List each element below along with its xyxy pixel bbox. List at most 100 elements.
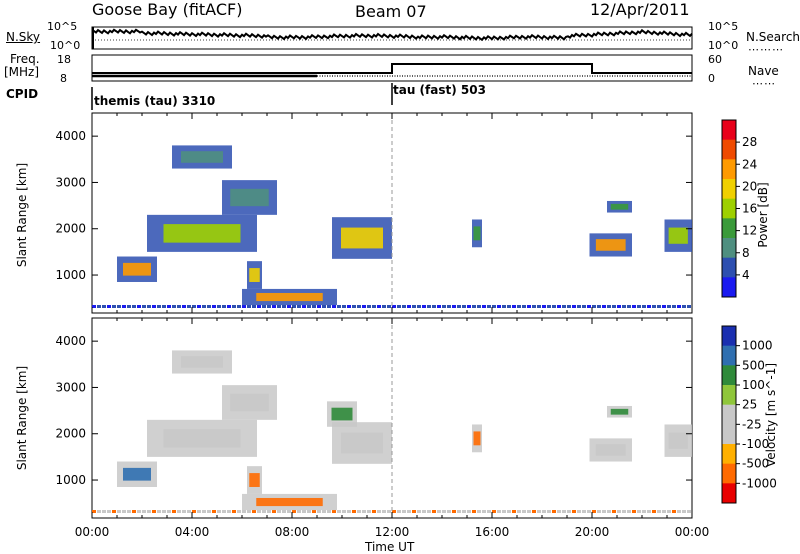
ground-scatter-cell [587,305,591,308]
ground-scatter-cell [317,305,321,308]
ground-scatter-cell [582,305,586,308]
ground-scatter-cell [627,510,631,513]
ground-scatter-cell [397,305,401,308]
ground-scatter-cell [437,510,441,513]
colorbar-cell [722,444,736,465]
ground-scatter-cell [362,305,366,308]
colorbar-cell [722,483,736,504]
nave-tick-bottom: 0 [708,72,715,85]
ground-scatter-cell [337,305,341,308]
scatter-core [331,407,353,421]
ground-scatter-cell [647,510,651,513]
noise-right-label: N.Search [746,30,800,44]
colorbar-cell [722,326,736,347]
scatter-core [163,429,241,448]
ground-scatter-cell [632,305,636,308]
ground-scatter-cell [362,510,366,513]
ground-scatter-cell [377,305,381,308]
ground-scatter-cell [667,510,671,513]
ground-scatter-cell [407,510,411,513]
cpid-label: CPID [6,87,39,101]
ground-scatter-cell [97,305,101,308]
ground-scatter-cell [187,305,191,308]
ground-scatter-cell [342,510,346,513]
scatter-core [473,226,481,241]
date-label: 12/Apr/2011 [590,0,690,19]
scatter-core [595,444,626,456]
y-tick-label: 2000 [55,427,86,441]
ground-scatter-cell [202,510,206,513]
ground-scatter-cell [487,305,491,308]
ground-scatter-cell [267,510,271,513]
ground-scatter-cell [162,510,166,513]
ground-scatter-cell [232,510,236,513]
colorbar-tick-label: 100 [742,378,765,392]
ground-scatter-cell [667,305,671,308]
colorbar-cell [722,345,736,366]
cpid-program-1: themis (tau) 3310 [94,94,216,108]
ground-scatter-cell [212,305,216,308]
ground-scatter-cell [242,510,246,513]
ground-scatter-cell [472,305,476,308]
y-tick-label: 3000 [55,175,86,189]
ground-scatter-cell [287,510,291,513]
ground-scatter-cell [492,305,496,308]
ground-scatter-cell [117,305,121,308]
ground-scatter-cell [677,510,681,513]
ground-scatter-cell [237,510,241,513]
ground-scatter-cell [317,510,321,513]
ground-scatter-cell [322,305,326,308]
ground-scatter-cell [592,305,596,308]
ground-scatter-cell [467,510,471,513]
ground-scatter-cell [207,305,211,308]
ground-scatter-cell [592,510,596,513]
ground-scatter-cell [352,510,356,513]
ground-scatter-cell [537,510,541,513]
ground-scatter-cell [222,510,226,513]
ground-scatter-cell [452,510,456,513]
ground-scatter-cell [562,305,566,308]
ground-scatter-cell [457,510,461,513]
ground-scatter-cell [637,305,641,308]
freq-label: Freq. [10,52,40,66]
ground-scatter-cell [687,305,691,308]
x-tick-label: 20:00 [575,525,610,539]
ground-scatter-cell [622,305,626,308]
ground-scatter-cell [392,305,396,308]
ground-scatter-cell [477,305,481,308]
scatter-core [256,292,323,302]
colorbar-cell [722,463,736,484]
ground-scatter-cell [422,305,426,308]
ground-scatter-cell [637,510,641,513]
ground-scatter-cell [357,305,361,308]
y-tick-label: 1000 [55,268,86,282]
colorbar-cell [722,424,736,445]
ground-scatter-cell [507,510,511,513]
nave-dots: ⋯⋯ [752,77,776,90]
ground-scatter-cell [492,510,496,513]
noise-right-tick-bottom: 10^0 [708,39,739,52]
ground-scatter-cell [682,305,686,308]
scatter-core [230,393,269,412]
ground-scatter-cell [577,305,581,308]
ground-scatter-cell [367,305,371,308]
ground-scatter-cell [147,510,151,513]
ground-scatter-cell [497,305,501,308]
ground-scatter-cell [232,305,236,308]
colorbar-cell [722,238,736,259]
ground-scatter-cell [167,305,171,308]
freq-unit: [MHz] [4,65,40,79]
ground-scatter-cell [382,510,386,513]
colorbar-cell [722,218,736,239]
colorbar-tick-label: 500 [742,358,765,372]
ground-scatter-cell [642,510,646,513]
ground-scatter-cell [177,305,181,308]
ground-scatter-cell [247,510,251,513]
ground-scatter-cell [382,305,386,308]
noise-left-tick-top: 10^5 [47,20,78,33]
ground-scatter-cell [217,305,221,308]
ground-scatter-cell [172,510,176,513]
colorbar-cell [722,139,736,160]
ground-scatter-cell [682,510,686,513]
scatter-core [181,356,223,368]
